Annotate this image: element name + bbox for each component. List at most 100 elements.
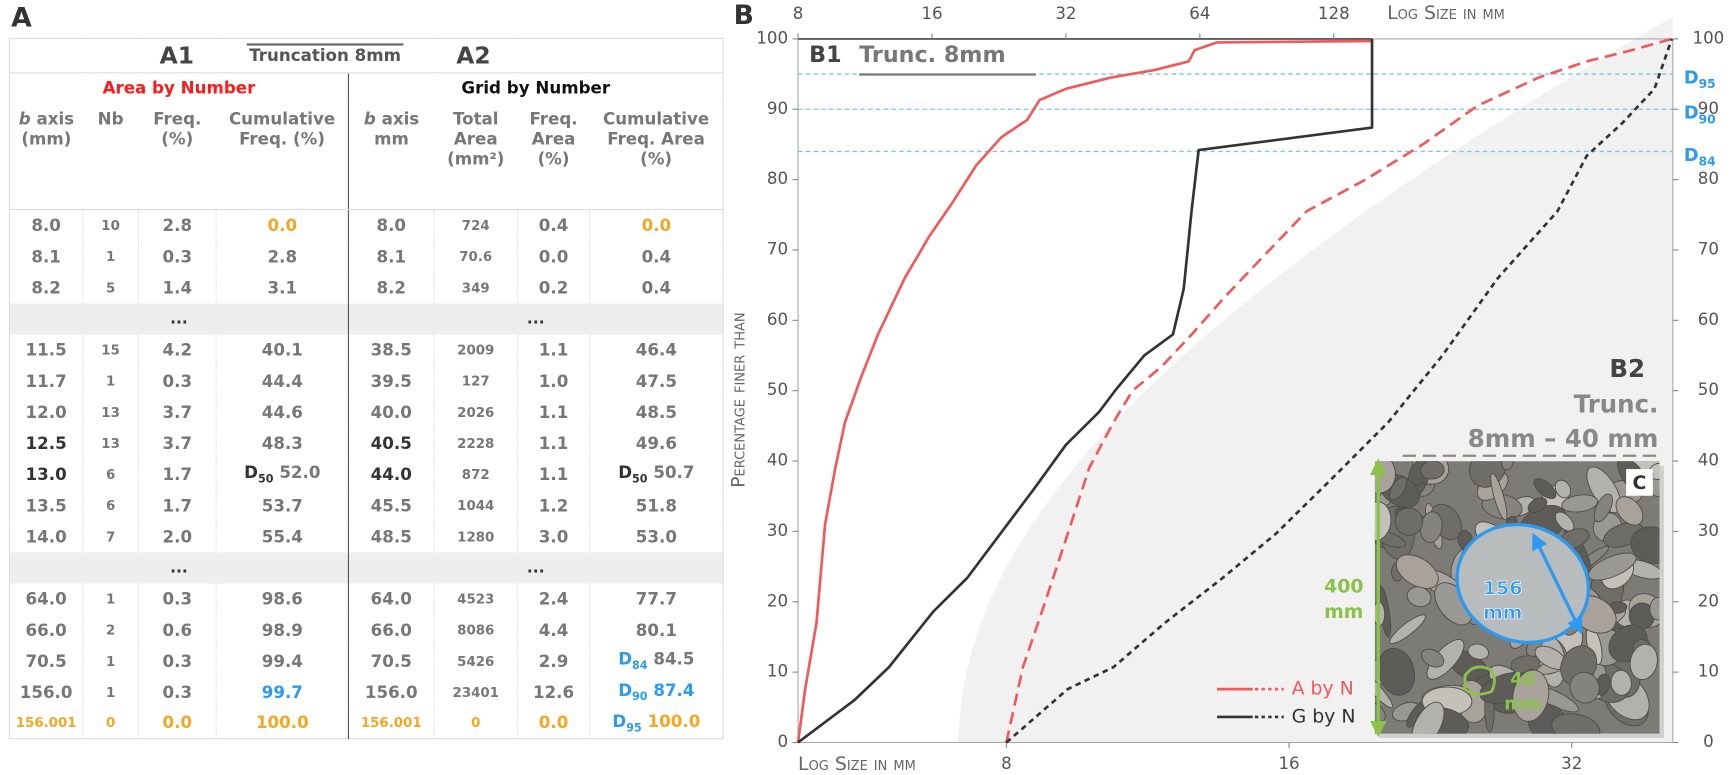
tag-prefix: D xyxy=(612,711,626,731)
cell-value: 0.0 xyxy=(539,713,569,733)
x2-tick-label: 32 xyxy=(1055,4,1076,23)
table-cell: 8.0 xyxy=(348,210,434,241)
column-header: Freq. Area (%) xyxy=(517,102,589,209)
table-cell: D50 52.0 xyxy=(216,458,348,489)
table-cell: 3.0 xyxy=(517,521,589,552)
table-cell: 1.2 xyxy=(517,490,589,521)
cell-value: 45.5 xyxy=(371,495,412,515)
table-cell: 127 xyxy=(434,365,517,396)
table-row: 156.00100.0100.0156.00100.0D95 100.0 xyxy=(9,707,723,738)
cell-value: 4.4 xyxy=(539,620,569,640)
table-row: 156.010.399.7156.02340112.6D90 87.4 xyxy=(9,676,723,707)
b2-note: Trunc. xyxy=(1574,390,1659,419)
table-cell: 0.0 xyxy=(517,241,589,272)
table-cell: 156.0 xyxy=(9,676,82,707)
gap-row: ...... xyxy=(9,552,723,583)
y2-tick-label: 40 xyxy=(1698,451,1719,470)
x2-tick-label: 128 xyxy=(1318,4,1350,23)
cell-value: 46.4 xyxy=(636,340,677,360)
table-cell: 6 xyxy=(83,490,139,521)
small-label: 40 xyxy=(1510,669,1535,690)
cell-value: 99.4 xyxy=(262,651,303,671)
table-cell: 70.5 xyxy=(9,645,82,676)
table-cell: 1.4 xyxy=(138,272,216,303)
table-cell: 8.2 xyxy=(9,272,82,303)
cell-value: 6 xyxy=(106,466,115,482)
cell-value: 3.7 xyxy=(163,402,193,422)
table-cell: 40.5 xyxy=(348,427,434,458)
percentile-tag: D50 xyxy=(618,462,647,482)
table-cell: 66.0 xyxy=(348,614,434,645)
table-cell: 1 xyxy=(83,583,139,614)
reference-sub: 84 xyxy=(1699,154,1716,168)
y-tick-label: 20 xyxy=(767,591,788,610)
table-cell: 5426 xyxy=(434,645,517,676)
table-cell: 1.7 xyxy=(138,458,216,489)
cell-value: 156.0 xyxy=(365,682,418,702)
cell-value: 49.6 xyxy=(636,433,677,453)
table-cell: 349 xyxy=(434,272,517,303)
y2-tick-label: 20 xyxy=(1698,591,1719,610)
table-cell: 3.7 xyxy=(138,427,216,458)
x2-axis-label: Log Size in mm xyxy=(1387,2,1505,24)
table-cell: 8.1 xyxy=(348,241,434,272)
cell-value: 64.0 xyxy=(371,589,412,609)
table-cell: 49.6 xyxy=(590,427,723,458)
table-row: 12.5133.748.340.522281.149.6 xyxy=(9,427,723,458)
table-cell: 13.5 xyxy=(9,490,82,521)
cell-value: 3.7 xyxy=(163,433,193,453)
table-cell: 4.4 xyxy=(517,614,589,645)
table-cell: 64.0 xyxy=(348,583,434,614)
cell-value: 2.8 xyxy=(163,215,193,235)
cell-value: 724 xyxy=(462,218,490,234)
table-cell: 0.2 xyxy=(517,272,589,303)
cell-value: 0.4 xyxy=(539,215,569,235)
scale-label: 400 xyxy=(1324,575,1363,597)
cell-value: 11.7 xyxy=(26,371,67,391)
table-cell: 46.4 xyxy=(590,334,723,365)
cell-value: 11.5 xyxy=(26,340,67,360)
cell-value: 2026 xyxy=(457,404,494,420)
table-cell: 44.0 xyxy=(348,458,434,489)
table-cell: 4523 xyxy=(434,583,517,614)
reference-label: D95 xyxy=(1684,68,1716,91)
table-row: 66.020.698.966.080864.480.1 xyxy=(9,614,723,645)
cell-value: 39.5 xyxy=(371,371,412,391)
tag-prefix: D xyxy=(618,462,632,482)
table-cell: 0.4 xyxy=(590,241,723,272)
ellipsis: ... xyxy=(9,303,348,334)
reference-prefix: D xyxy=(1684,68,1699,89)
table-cell: 12.6 xyxy=(517,676,589,707)
b1-label: B1 xyxy=(809,42,841,68)
table-cell: 98.9 xyxy=(216,614,348,645)
percentile-tag: D90 xyxy=(618,680,647,700)
table-cell: 70.6 xyxy=(434,241,517,272)
table-cell: 77.7 xyxy=(590,583,723,614)
table-cell: 0.3 xyxy=(138,583,216,614)
table-cell: 1 xyxy=(83,365,139,396)
y-tick-label: 50 xyxy=(767,380,788,399)
cell-value: 70.5 xyxy=(26,651,67,671)
table-cell: 8086 xyxy=(434,614,517,645)
table-cell: D90 87.4 xyxy=(590,676,723,707)
table-cell: 0.3 xyxy=(138,676,216,707)
table-cell: 48.5 xyxy=(348,521,434,552)
cell-value: 8.2 xyxy=(376,277,406,297)
table-cell: 99.4 xyxy=(216,645,348,676)
y2-tick-label: 30 xyxy=(1698,521,1719,540)
table-cell: 1044 xyxy=(434,490,517,521)
cell-value: 14.0 xyxy=(26,526,67,546)
cell-value: 3.1 xyxy=(268,277,298,297)
cell-value: 51.8 xyxy=(636,495,677,515)
table-cell: 51.8 xyxy=(590,490,723,521)
table-cell: 38.5 xyxy=(348,334,434,365)
x2-tick-label: 16 xyxy=(921,4,942,23)
x-tick-label: 16 xyxy=(1278,754,1299,773)
table-cell: 8.0 xyxy=(9,210,82,241)
cell-value: 1.7 xyxy=(163,464,193,484)
cell-value: 12.0 xyxy=(26,402,67,422)
table-cell: 1280 xyxy=(434,521,517,552)
cell-value: 4.2 xyxy=(163,340,193,360)
cell-value: 40.0 xyxy=(371,402,412,422)
cell-value: 0.0 xyxy=(539,246,569,266)
